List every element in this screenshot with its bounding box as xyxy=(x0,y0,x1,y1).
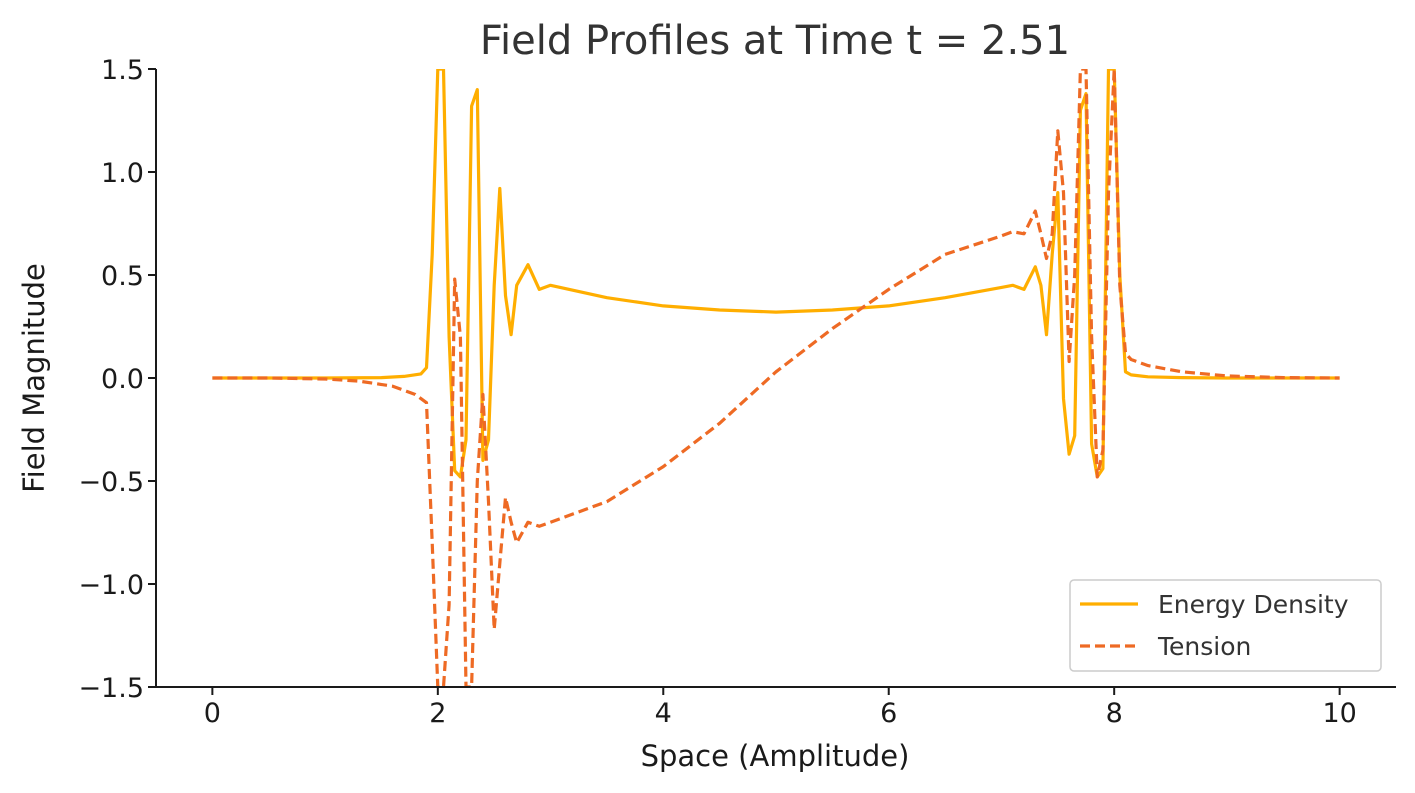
series-line-energy-density xyxy=(212,69,1340,479)
x-tick-label: 4 xyxy=(655,698,672,729)
x-tick-label: 2 xyxy=(429,698,446,729)
legend-label-tension: Tension xyxy=(1157,632,1251,661)
legend: Energy Density Tension xyxy=(1069,579,1382,672)
y-ticks: −1.5 −1.0 −0.5 0.0 0.5 1.0 1.5 xyxy=(78,55,156,704)
chart-title: Field Profiles at Time t = 2.51 xyxy=(480,18,1070,64)
y-tick-label: −1.5 xyxy=(78,673,144,704)
y-tick-label: 0.0 xyxy=(101,364,144,395)
x-tick-label: 10 xyxy=(1322,698,1356,729)
series-line-tension xyxy=(212,69,1340,687)
x-axis-label: Space (Amplitude) xyxy=(641,739,910,773)
x-tick-label: 6 xyxy=(880,698,897,729)
x-tick-label: 8 xyxy=(1106,698,1123,729)
y-tick-label: −0.5 xyxy=(78,467,144,498)
y-tick-label: −1.0 xyxy=(78,570,144,601)
y-tick-label: 0.5 xyxy=(101,261,144,292)
series-layer xyxy=(212,69,1340,687)
x-ticks: 0 2 4 6 8 10 xyxy=(204,687,1357,729)
y-axis-label: Field Magnitude xyxy=(17,263,51,493)
y-tick-label: 1.0 xyxy=(101,158,144,189)
legend-label-energy-density: Energy Density xyxy=(1158,590,1349,619)
legend-box xyxy=(1069,579,1382,672)
y-tick-label: 1.5 xyxy=(101,55,144,86)
x-tick-label: 0 xyxy=(204,698,221,729)
